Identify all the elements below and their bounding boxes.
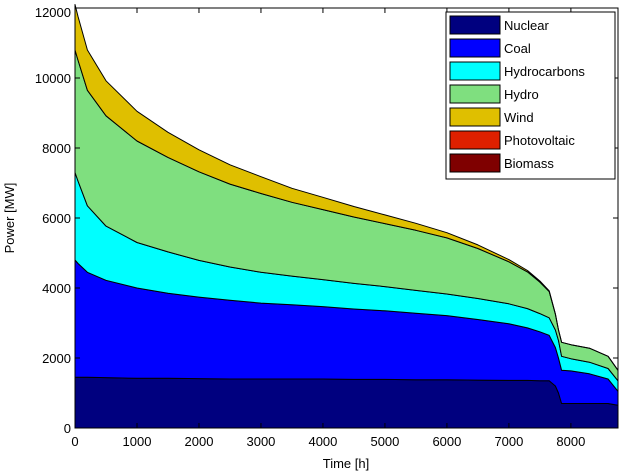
stacked-areas <box>74 4 619 429</box>
y-axis-label: Power [MW] <box>2 183 17 254</box>
legend-label-biomass: Biomass <box>504 156 554 171</box>
legend-label-nuclear: Nuclear <box>504 18 549 33</box>
area-nuclear <box>74 376 619 429</box>
legend-label-hydrocarbons: Hydrocarbons <box>504 64 585 79</box>
x-tick-label: 1000 <box>123 434 152 449</box>
legend-swatch-wind <box>449 107 501 127</box>
y-tick-label: 10000 <box>35 71 71 86</box>
legend-swatch-biomass <box>449 153 501 173</box>
legend-swatch-hydrocarbons <box>449 61 501 81</box>
x-axis-label: Time [h] <box>323 456 369 471</box>
y-tick-label: 2000 <box>42 351 71 366</box>
y-axis-ticks: 0 2000 4000 6000 8000 10000 12000 <box>35 5 618 436</box>
x-tick-label: 4000 <box>308 434 337 449</box>
legend-swatch-hydro <box>449 84 501 104</box>
y-tick-label: 6000 <box>42 211 71 226</box>
legend-label-coal: Coal <box>504 41 531 56</box>
legend-swatch-coal <box>449 38 501 58</box>
y-tick-label: 8000 <box>42 141 71 156</box>
legend-swatch-nuclear <box>449 15 501 35</box>
x-tick-label: 8000 <box>556 434 585 449</box>
area-wind <box>74 4 619 371</box>
x-tick-label: 6000 <box>432 434 461 449</box>
legend: Nuclear Coal Hydrocarbons Hydro Wind Photovol… <box>445 11 616 180</box>
legend-swatch-photovoltaic <box>449 130 501 150</box>
legend-label-wind: Wind <box>504 110 534 125</box>
legend-label-photovoltaic: Photovoltaic <box>504 133 575 148</box>
y-tick-label: 4000 <box>42 281 71 296</box>
legend-label-hydro: Hydro <box>504 87 539 102</box>
x-tick-label: 2000 <box>185 434 214 449</box>
x-axis-ticks: 0 1000 2000 3000 4000 5000 6000 7000 8000 <box>71 8 585 449</box>
x-tick-label: 7000 <box>494 434 523 449</box>
y-tick-label: 0 <box>64 421 71 436</box>
x-tick-label: 5000 <box>370 434 399 449</box>
x-tick-label: 3000 <box>246 434 275 449</box>
x-tick-label: 0 <box>71 434 78 449</box>
y-tick-label: 12000 <box>35 5 71 20</box>
